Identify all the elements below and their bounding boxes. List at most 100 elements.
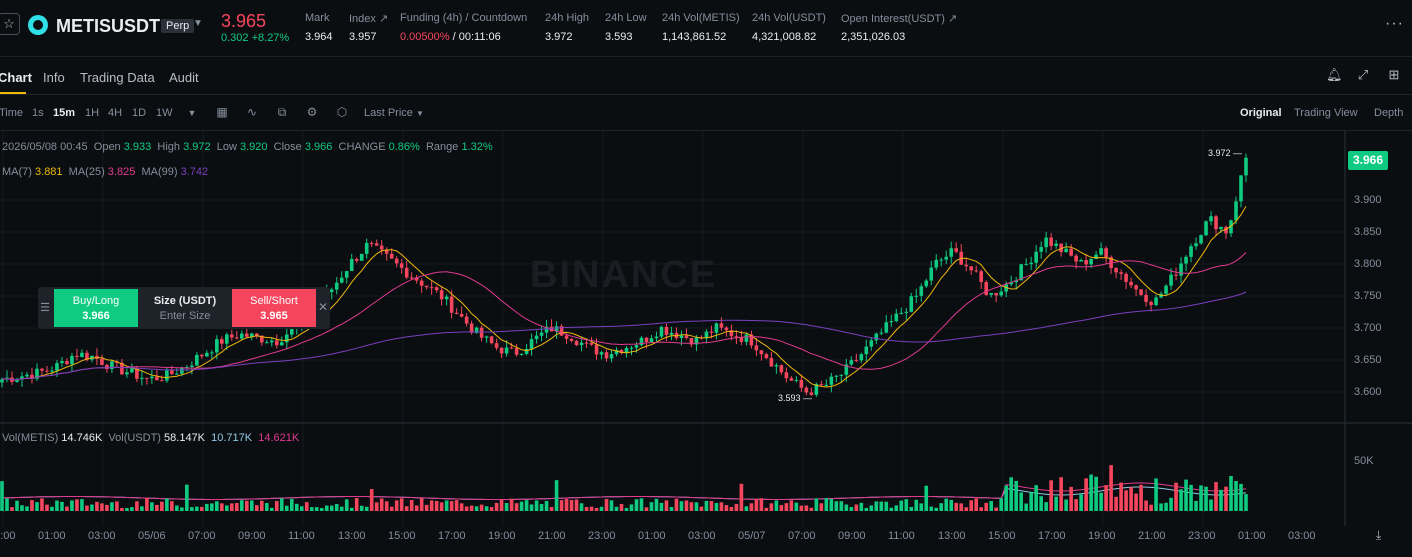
volume-bar <box>10 507 14 511</box>
tab-info[interactable]: Info <box>43 70 65 85</box>
volume-bar <box>110 502 114 511</box>
view-trading-view[interactable]: Trading View <box>1294 107 1358 119</box>
volume-bar <box>634 499 639 511</box>
interval-dropdown-icon[interactable]: ▼ <box>187 108 197 118</box>
volume-bar <box>1034 485 1038 511</box>
chevron-down-icon[interactable]: ▼ <box>193 18 203 29</box>
interval-1w[interactable]: 1W <box>156 107 173 119</box>
candle-body <box>574 340 579 346</box>
candle-body <box>1149 301 1153 306</box>
scroll-to-end-icon[interactable]: ⤓ <box>1376 528 1382 542</box>
interval-1d[interactable]: 1D <box>132 107 147 119</box>
buy-long-button[interactable]: Buy/Long 3.966 <box>54 289 138 327</box>
volume-bar <box>170 501 174 511</box>
candle-body <box>614 349 619 355</box>
volume-bar <box>1204 486 1208 511</box>
price-tick: 3.650 <box>1354 354 1382 366</box>
size-input[interactable]: Size (USDT) Enter Size <box>153 295 217 322</box>
candle-body <box>155 376 159 381</box>
candle-body <box>1189 246 1193 257</box>
candle-body <box>754 345 759 351</box>
interval-1h[interactable]: 1H <box>85 107 100 119</box>
expand-icon[interactable]: ⤢ <box>1357 67 1369 82</box>
candle-type-icon[interactable]: ⧉ <box>277 105 287 119</box>
candle-body <box>1184 256 1188 264</box>
candle-body <box>1229 220 1233 234</box>
volume-bar <box>1139 484 1143 511</box>
volume-bars <box>0 465 1248 511</box>
time-button[interactable]: Time <box>0 107 24 119</box>
volume-bar <box>984 502 989 511</box>
indicator-icon[interactable]: ∿ <box>246 105 258 119</box>
volume-bar <box>479 504 484 511</box>
open-interest-label[interactable]: Open Interest(USDT) ↗ <box>841 13 958 25</box>
candle-body <box>289 327 294 335</box>
candle-body <box>594 344 599 355</box>
candlestick-chart[interactable] <box>0 131 1412 557</box>
star-icon[interactable]: ☆ <box>0 13 20 35</box>
candle-body <box>494 343 499 348</box>
candle-body <box>544 326 549 333</box>
drag-handle-icon[interactable]: ☰ <box>40 302 50 314</box>
symbol-name[interactable]: METISUSDT <box>56 16 161 36</box>
volume-bar <box>424 504 429 511</box>
candle-body <box>429 287 434 289</box>
time-tick: 01:00 <box>38 530 66 542</box>
candle-body <box>359 253 364 261</box>
volume-bar <box>689 502 694 511</box>
index-value: 3.957 <box>349 31 377 43</box>
candle-body <box>624 347 629 354</box>
close-icon[interactable]: ✕ <box>318 300 329 314</box>
volume-bar <box>669 507 674 511</box>
candle-body <box>30 374 34 379</box>
volume-bar <box>734 503 739 511</box>
candle-body <box>399 263 404 268</box>
tab-audit[interactable]: Audit <box>169 70 199 85</box>
volume-bar <box>379 498 384 511</box>
candle-body <box>1069 248 1073 256</box>
candle-body <box>1044 237 1048 248</box>
volume-bar <box>554 480 559 511</box>
candle-body <box>1129 281 1133 286</box>
view-original[interactable]: Original <box>1240 107 1282 119</box>
settings-icon[interactable]: ⚙ <box>306 105 318 119</box>
volume-bar <box>1069 486 1073 511</box>
volume-bar <box>384 501 389 511</box>
tab-trading-data[interactable]: Trading Data <box>80 70 155 85</box>
index-label[interactable]: Index ↗ <box>349 13 389 25</box>
low-marker: 3.593 — <box>778 393 813 403</box>
mark-value: 3.964 <box>305 31 333 43</box>
calendar-icon[interactable]: ▦ <box>216 105 228 119</box>
candle-body <box>60 361 64 364</box>
candle-body <box>1079 260 1083 262</box>
interval-1s[interactable]: 1s <box>32 107 44 119</box>
volume-bar <box>115 501 119 511</box>
volume-bar <box>240 500 244 511</box>
volume-bar <box>339 506 344 511</box>
volume-bar <box>674 498 679 511</box>
time-tick: 17:00 <box>1038 530 1066 542</box>
layout-icon[interactable]: ⊞ <box>1388 67 1400 82</box>
volume-bar <box>359 505 364 511</box>
interval-15m[interactable]: 15m <box>53 107 76 119</box>
interval-4h[interactable]: 4H <box>108 107 123 119</box>
price-type-select[interactable]: Last Price ▼ <box>364 107 424 119</box>
volume-bar <box>1114 496 1118 511</box>
candle-body <box>249 333 254 337</box>
volume-bar <box>40 498 44 511</box>
volume-bar <box>1039 496 1043 511</box>
view-depth[interactable]: Depth <box>1374 107 1404 119</box>
candle-body <box>759 350 764 355</box>
candle-body <box>65 361 69 365</box>
candle-body <box>869 340 874 347</box>
bell-icon[interactable]: 🔔︎ <box>1326 67 1343 82</box>
candle-body <box>844 364 849 375</box>
volume-bar <box>220 503 224 511</box>
tab-chart[interactable]: Chart <box>0 70 32 85</box>
candle-body <box>354 258 359 261</box>
volume-bar <box>235 503 239 511</box>
volume-bar <box>45 504 49 511</box>
more-icon[interactable]: ··· <box>1385 15 1404 32</box>
shield-icon[interactable]: ⬡ <box>336 105 348 119</box>
sell-short-button[interactable]: Sell/Short 3.965 <box>232 289 316 327</box>
